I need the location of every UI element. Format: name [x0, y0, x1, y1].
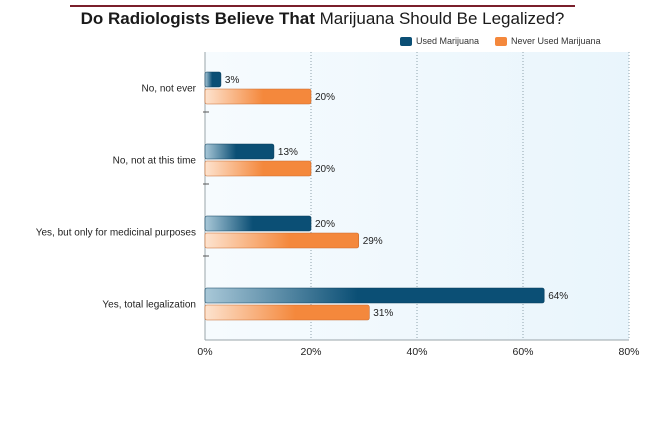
x-tick-label: 80%	[618, 346, 639, 358]
category-label: No, not at this time	[113, 156, 197, 167]
legend-swatch-never-used	[495, 36, 508, 46]
chart-title-regular: Marijuana Should Be Legalized?	[319, 9, 565, 28]
category-label: Yes, but only for medicinal purposes	[36, 228, 196, 239]
bar-used	[204, 143, 275, 160]
data-label: 64%	[548, 291, 568, 302]
x-tick-label: 40%	[406, 346, 427, 358]
data-label: 20%	[315, 92, 335, 103]
x-tick-label: 20%	[300, 346, 321, 358]
legend-item-never-used: Never Used Marijuana	[495, 36, 601, 46]
x-tick-label: 60%	[512, 346, 533, 358]
legend-swatch-used	[400, 36, 412, 46]
chart-title: Do Radiologists Believe That Marijuana S…	[0, 9, 645, 29]
x-tick-label: 0%	[197, 346, 212, 358]
legend: Used Marijuana Never Used Marijuana	[400, 35, 617, 47]
data-label: 3%	[225, 75, 240, 86]
plot-area: 0% 20% 40% 60% 80% No, not ever 3% 20% No, not a…	[36, 52, 640, 358]
chart-title-bold: Do Radiologists Believe That	[80, 9, 315, 28]
bar-used	[204, 287, 545, 304]
data-label: 13%	[278, 147, 298, 158]
bar-used	[204, 71, 222, 88]
category-label: Yes, total legalization	[102, 300, 196, 311]
bar-never-used	[204, 88, 312, 105]
bar-never-used	[204, 304, 370, 321]
bar-never-used	[204, 160, 312, 177]
bar-used	[204, 215, 312, 232]
legend-item-used: Used Marijuana	[400, 36, 479, 46]
legend-label-used: Used Marijuana	[416, 36, 480, 46]
category-label: No, not ever	[142, 84, 197, 95]
data-label: 20%	[315, 164, 335, 175]
data-label: 29%	[363, 236, 383, 247]
bar-never-used	[204, 232, 359, 249]
data-label: 20%	[315, 219, 335, 230]
data-label: 31%	[373, 308, 393, 319]
title-rule	[70, 5, 575, 7]
legend-label-never-used: Never Used Marijuana	[511, 36, 601, 46]
